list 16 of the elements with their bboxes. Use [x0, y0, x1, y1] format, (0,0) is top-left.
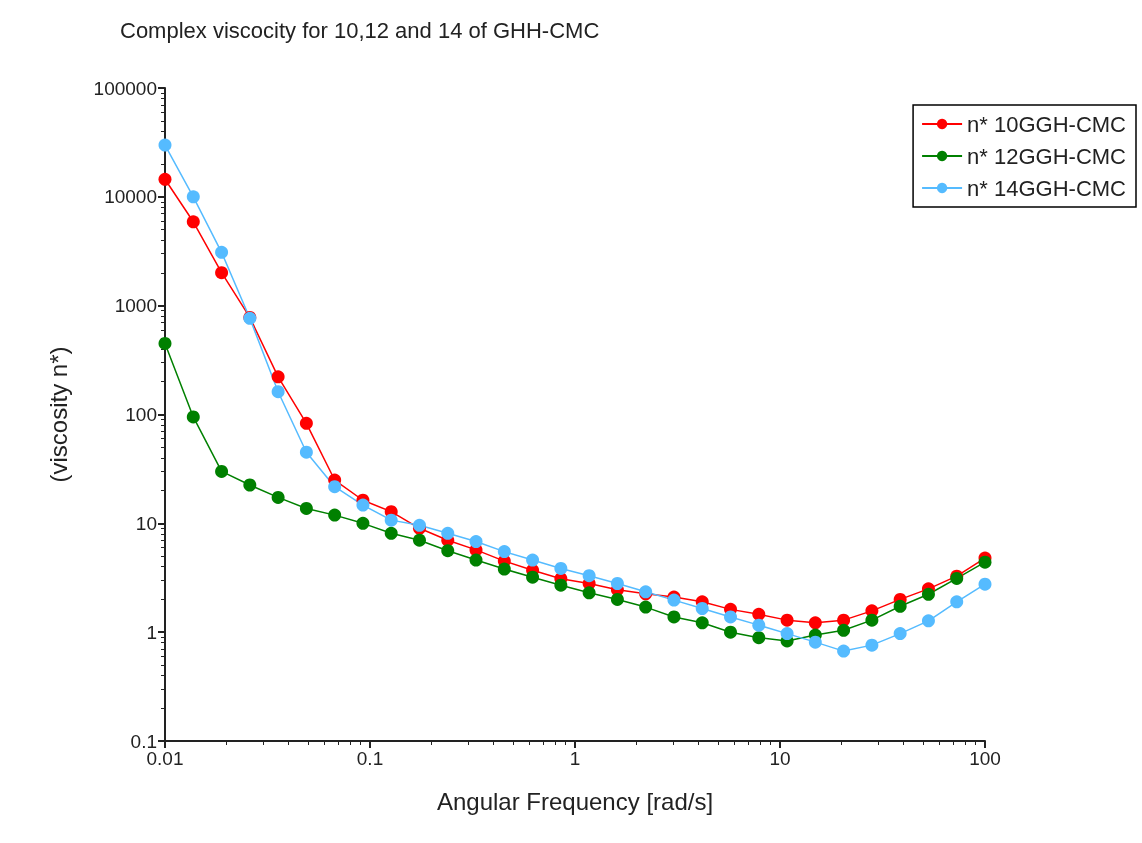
y-tick-label: 1000	[114, 295, 157, 317]
y-tick-label: 1	[146, 621, 157, 643]
x-tick-label: 10	[769, 748, 791, 769]
y-axis-title: (viscosity n*)	[44, 346, 72, 483]
y-tick-label: 100000	[93, 77, 157, 99]
legend-label: n* 14GGH-CMC	[967, 175, 1127, 201]
legend-label: n* 12GGH-CMC	[967, 143, 1127, 169]
x-tick-label: 0.1	[356, 748, 384, 769]
x-axis-title: Angular Frequency [rad/s]	[436, 787, 714, 815]
legend-label: n* 10GGH-CMC	[967, 111, 1127, 137]
chart-title: Complex viscocity for 10,12 and 14 of GHH-CMC	[120, 17, 600, 43]
y-tick-label: 10	[135, 512, 157, 534]
y-tick-label: 10000	[104, 186, 157, 208]
y-tick-label: 100	[125, 404, 157, 425]
x-tick-label: 100	[969, 748, 1001, 769]
x-tick-label: 1	[569, 748, 581, 769]
